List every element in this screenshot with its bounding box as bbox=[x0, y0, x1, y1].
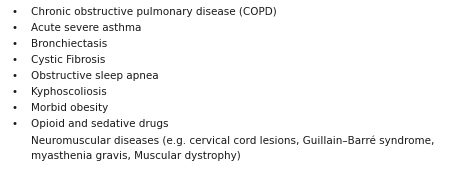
Text: myasthenia gravis, Muscular dystrophy): myasthenia gravis, Muscular dystrophy) bbox=[31, 151, 241, 161]
Text: Bronchiectasis: Bronchiectasis bbox=[31, 39, 107, 49]
Text: •: • bbox=[12, 7, 18, 17]
Text: •: • bbox=[12, 87, 18, 97]
Text: •: • bbox=[12, 39, 18, 49]
Text: Acute severe asthma: Acute severe asthma bbox=[31, 23, 141, 33]
Text: Kyphoscoliosis: Kyphoscoliosis bbox=[31, 87, 107, 97]
Text: •: • bbox=[12, 103, 18, 113]
Text: •: • bbox=[12, 55, 18, 65]
Text: Obstructive sleep apnea: Obstructive sleep apnea bbox=[31, 71, 158, 81]
Text: Morbid obesity: Morbid obesity bbox=[31, 103, 108, 113]
Text: Opioid and sedative drugs: Opioid and sedative drugs bbox=[31, 119, 168, 129]
Text: Neuromuscular diseases (e.g. cervical cord lesions, Guillain–Barré syndrome,: Neuromuscular diseases (e.g. cervical co… bbox=[31, 135, 434, 145]
Text: Chronic obstructive pulmonary disease (COPD): Chronic obstructive pulmonary disease (C… bbox=[31, 7, 276, 17]
Text: •: • bbox=[12, 23, 18, 33]
Text: •: • bbox=[12, 71, 18, 81]
Text: •: • bbox=[12, 119, 18, 129]
Text: Cystic Fibrosis: Cystic Fibrosis bbox=[31, 55, 105, 65]
